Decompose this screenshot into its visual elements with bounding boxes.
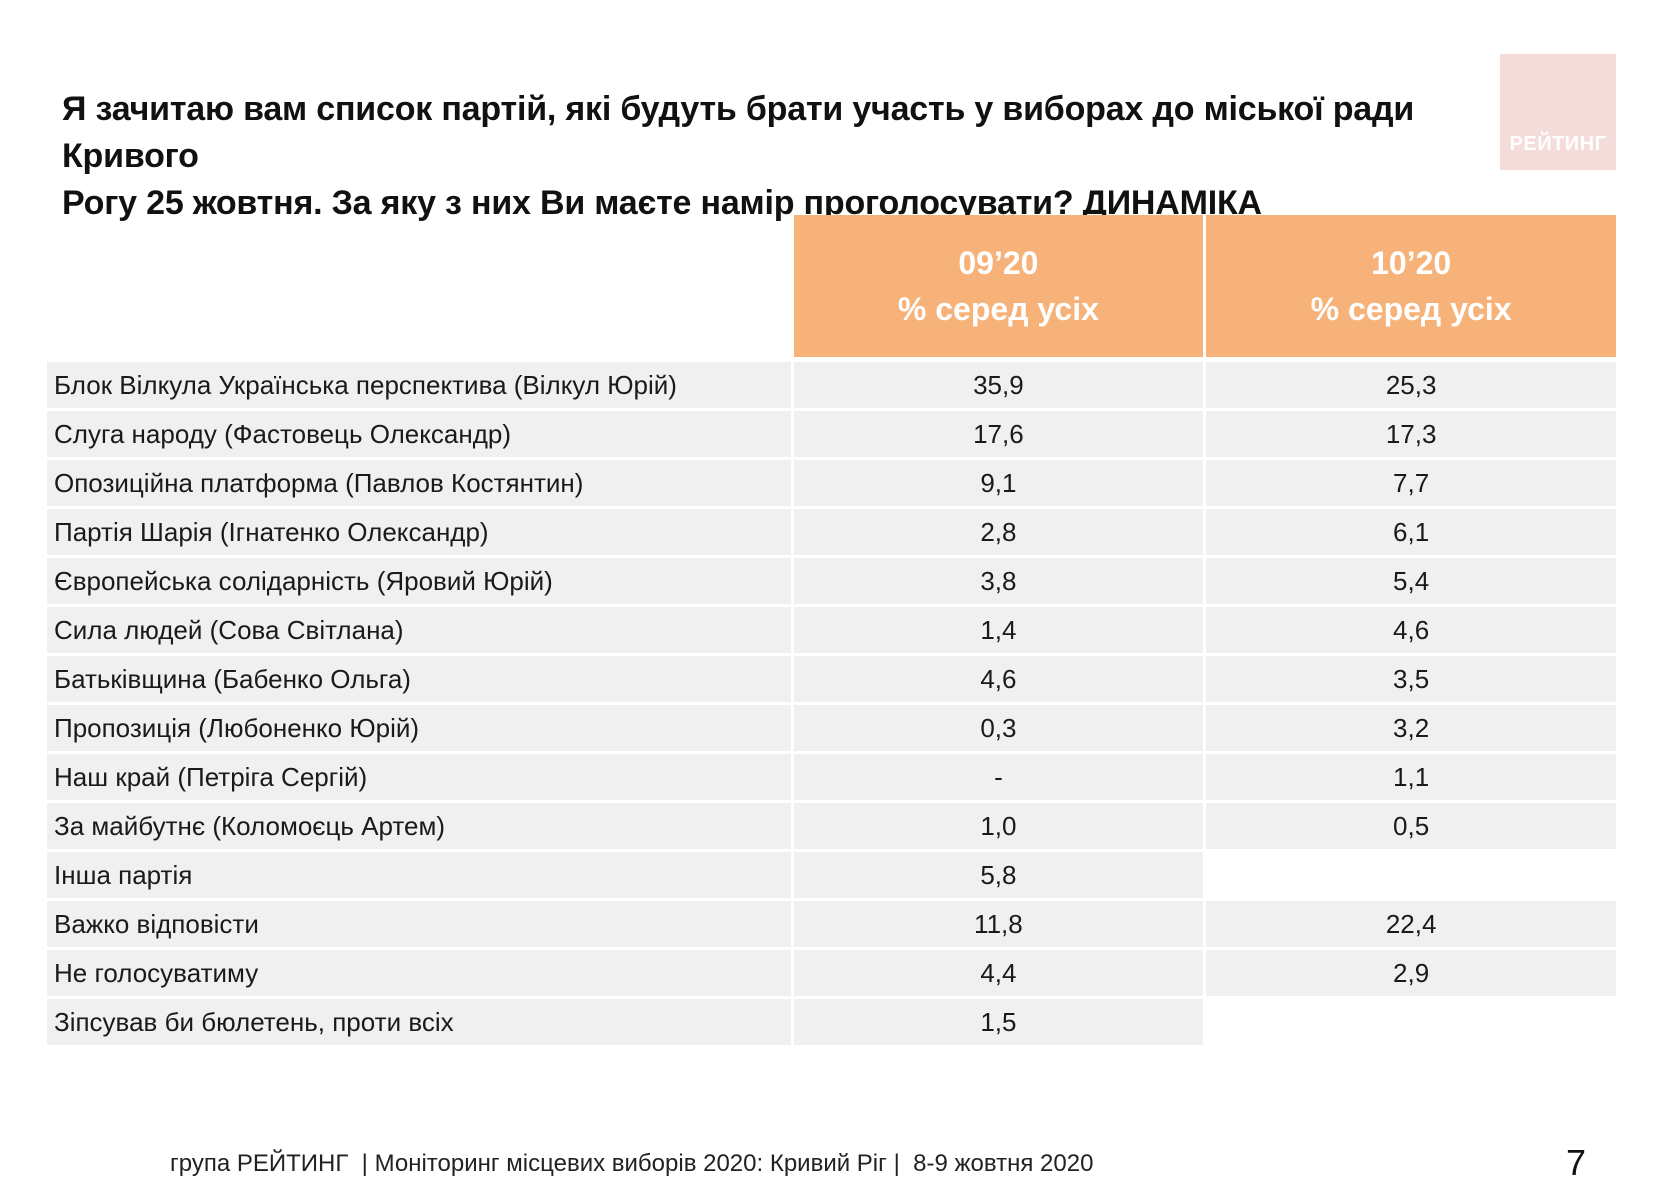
- value-cell-sep: 4,4: [793, 950, 1204, 996]
- table-row: Блок Вілкула Українська перспектива (Віл…: [47, 362, 1616, 408]
- value-cell-oct: 0,5: [1206, 803, 1616, 849]
- party-name-cell: Блок Вілкула Українська перспектива (Віл…: [47, 362, 791, 408]
- value-cell-sep: 9,1: [793, 460, 1204, 506]
- value-cell-sep: 1,4: [793, 607, 1204, 653]
- table-row: Сила людей (Сова Світлана) 1,4 4,6: [47, 607, 1616, 653]
- column-period: 10’20: [1371, 245, 1452, 281]
- value-cell-sep: 11,8: [793, 901, 1204, 947]
- party-name-cell: Зіпсував би бюлетень, проти всіх: [47, 999, 791, 1045]
- table-row: Слуга народу (Фастовець Олександр) 17,6 17…: [47, 411, 1616, 457]
- table-row: Пропозиція (Любоненко Юрій) 0,3 3,2: [47, 705, 1616, 751]
- table-row: Партія Шарія (Ігнатенко Олександр) 2,8 6,1: [47, 509, 1616, 555]
- value-cell-sep: 1,0: [793, 803, 1204, 849]
- value-cell-sep: 2,8: [793, 509, 1204, 555]
- table-row: Наш край (Петріга Сергій) -1,1: [47, 754, 1616, 800]
- table-row: За майбутнє (Коломоєць Артем) 1,0 0,5: [47, 803, 1616, 849]
- party-name-cell: Європейська солідарність (Яровий Юрій): [47, 558, 791, 604]
- value-cell-oct: 7,7: [1206, 460, 1616, 506]
- column-header-sep: 09’20 % серед усіх: [793, 215, 1204, 357]
- table-row: Європейська солідарність (Яровий Юрій) 3,…: [47, 558, 1616, 604]
- party-name-cell: Наш край (Петріга Сергій): [47, 754, 791, 800]
- party-name-cell: Інша партія: [47, 852, 791, 898]
- results-table: 09’20 % серед усіх 10’20 % серед усіх Бл…: [47, 215, 1616, 1048]
- title-line-1: Я зачитаю вам список партій, які будуть …: [62, 90, 1415, 175]
- slide-title: Я зачитаю вам список партій, які будуть …: [62, 86, 1462, 227]
- value-cell-sep: 35,9: [793, 362, 1204, 408]
- value-cell-sep: 0,3: [793, 705, 1204, 751]
- table-row: Інша партія 5,8: [47, 852, 1616, 898]
- table-body: Блок Вілкула Українська перспектива (Віл…: [47, 362, 1616, 1045]
- value-cell-oct: 2,9: [1206, 950, 1616, 996]
- value-cell-oct: [1206, 999, 1616, 1045]
- logo-text: РЕЙТИНГ: [1509, 133, 1607, 155]
- party-name-cell: Пропозиція (Любоненко Юрій): [47, 705, 791, 751]
- table-row: Батьківщина (Бабенко Ольга) 4,6 3,5: [47, 656, 1616, 702]
- value-cell-sep: 5,8: [793, 852, 1204, 898]
- value-cell-sep: 4,6: [793, 656, 1204, 702]
- party-name-cell: Не голосуватиму: [47, 950, 791, 996]
- value-cell-oct: 5,4: [1206, 558, 1616, 604]
- value-cell-oct: 3,2: [1206, 705, 1616, 751]
- table-header-row: 09’20 % серед усіх 10’20 % серед усіх: [47, 215, 1616, 357]
- value-cell-oct: [1206, 852, 1616, 898]
- value-cell-oct: 17,3: [1206, 411, 1616, 457]
- value-cell-sep: 1,5: [793, 999, 1204, 1045]
- table-row: Зіпсував би бюлетень, проти всіх 1,5: [47, 999, 1616, 1045]
- value-cell-sep: -: [793, 754, 1204, 800]
- column-period: 09’20: [958, 245, 1039, 281]
- footer-text: група РЕЙТИНГ | Моніторинг місцевих вибо…: [170, 1150, 1094, 1177]
- column-header-oct: 10’20 % серед усіх: [1206, 215, 1616, 357]
- value-cell-oct: 4,6: [1206, 607, 1616, 653]
- party-name-cell: Опозиційна платформа (Павлов Костянтин): [47, 460, 791, 506]
- value-cell-oct: 6,1: [1206, 509, 1616, 555]
- value-cell-sep: 3,8: [793, 558, 1204, 604]
- party-name-cell: Слуга народу (Фастовець Олександр): [47, 411, 791, 457]
- party-name-cell: Партія Шарія (Ігнатенко Олександр): [47, 509, 791, 555]
- table-row: Важко відповісти 11,8 22,4: [47, 901, 1616, 947]
- header-blank-cell: [47, 215, 791, 357]
- value-cell-sep: 17,6: [793, 411, 1204, 457]
- value-cell-oct: 22,4: [1206, 901, 1616, 947]
- column-subtitle: % серед усіх: [1310, 291, 1512, 327]
- table-row: Не голосуватиму 4,4 2,9: [47, 950, 1616, 996]
- table-row: Опозиційна платформа (Павлов Костянтин) 9…: [47, 460, 1616, 506]
- page-number: 7: [1566, 1142, 1587, 1183]
- value-cell-oct: 1,1: [1206, 754, 1616, 800]
- value-cell-oct: 25,3: [1206, 362, 1616, 408]
- rating-logo: РЕЙТИНГ: [1500, 54, 1616, 170]
- party-name-cell: Батьківщина (Бабенко Ольга): [47, 656, 791, 702]
- column-subtitle: % серед усіх: [897, 291, 1099, 327]
- party-name-cell: За майбутнє (Коломоєць Артем): [47, 803, 791, 849]
- party-name-cell: Сила людей (Сова Світлана): [47, 607, 791, 653]
- value-cell-oct: 3,5: [1206, 656, 1616, 702]
- party-name-cell: Важко відповісти: [47, 901, 791, 947]
